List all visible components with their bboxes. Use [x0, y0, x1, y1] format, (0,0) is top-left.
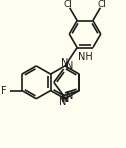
Text: N: N [61, 58, 69, 67]
Text: N: N [59, 97, 67, 107]
Text: F: F [1, 86, 6, 96]
Text: N: N [62, 94, 70, 104]
Text: N: N [61, 94, 69, 104]
Text: Cl: Cl [63, 0, 72, 9]
Text: Cl: Cl [98, 0, 107, 9]
Text: N: N [66, 91, 73, 101]
Text: N: N [66, 61, 73, 71]
Text: NH: NH [78, 52, 93, 62]
